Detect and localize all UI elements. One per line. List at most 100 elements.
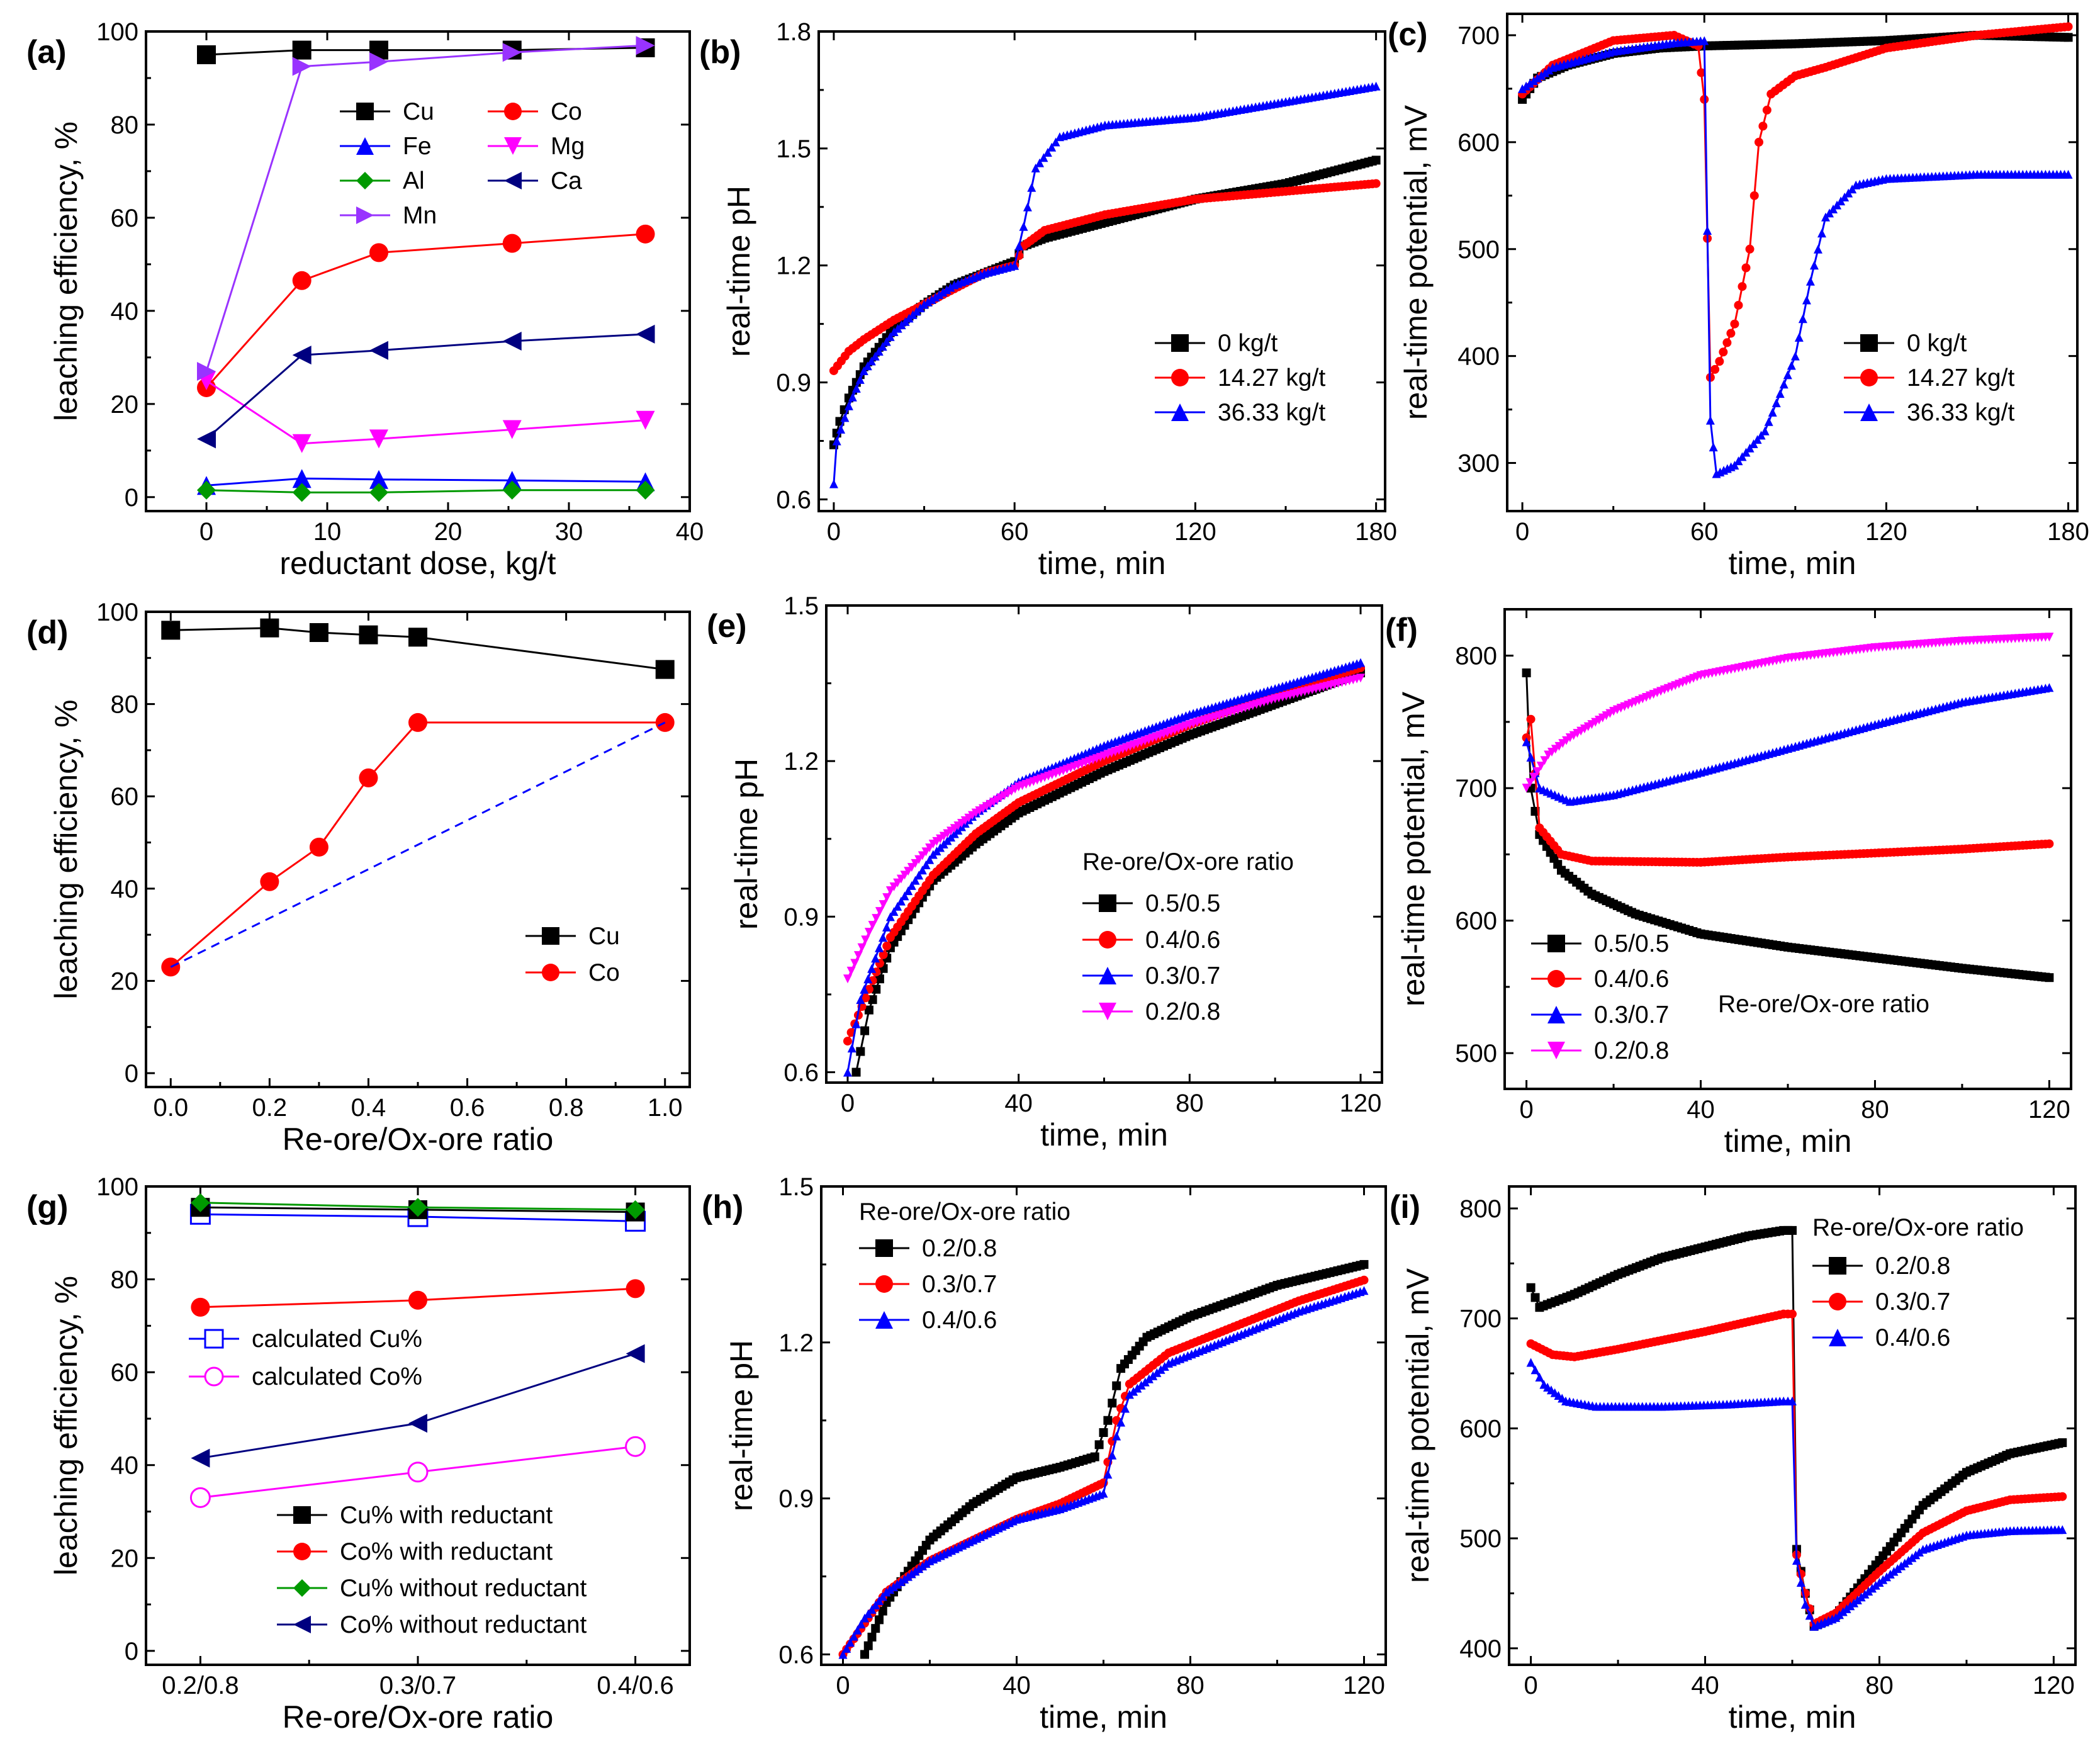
- data-point: [260, 872, 279, 891]
- data-point: [2058, 1438, 2067, 1448]
- data-point: [408, 1198, 427, 1217]
- panel-letter: (a): [26, 34, 67, 70]
- panel-g: 0.2/0.8 0.3/0.7 0.4/0.6 0 20 40 60 80 100 Re-ore/…: [26, 1173, 691, 1735]
- legend-marker: [1547, 970, 1565, 988]
- y-tick-label: 60: [111, 783, 139, 811]
- legend-marker: [356, 172, 374, 189]
- data-point: [931, 293, 940, 302]
- legend-label: Cu% without reductant: [340, 1575, 587, 1602]
- data-point: [191, 1297, 210, 1317]
- data-point: [1805, 276, 1815, 286]
- y-tick-label: 40: [111, 298, 139, 325]
- legend-label: 0.2/0.8: [1594, 1037, 1669, 1064]
- y-tick-label: 500: [1457, 236, 1500, 264]
- data-point: [636, 480, 655, 500]
- x-axis-label: Re-ore/Ox-ore ratio: [283, 1699, 554, 1735]
- data-point: [1099, 1489, 1108, 1498]
- data-point: [1741, 263, 1751, 273]
- data-point: [885, 912, 895, 921]
- data-point: [878, 342, 887, 351]
- legend-marker: [293, 1543, 311, 1560]
- legend-marker: [875, 1275, 893, 1293]
- data-point: [1160, 1361, 1169, 1371]
- x-tick-label: 60: [1690, 518, 1719, 546]
- y-axis-label: real-time potential, mV: [1396, 691, 1431, 1006]
- data-point: [872, 914, 881, 923]
- x-tick-label: 0: [1524, 1672, 1537, 1699]
- series-0-5-0-5: [1522, 668, 2054, 983]
- data-point: [1897, 1561, 1906, 1570]
- legend-marker: [1099, 894, 1116, 912]
- data-point: [1371, 155, 1381, 165]
- data-point: [260, 618, 279, 638]
- data-point: [885, 332, 895, 341]
- y-tick-label: 500: [1459, 1525, 1502, 1553]
- legend-marker: [1099, 967, 1116, 984]
- y-tick-label: 1.5: [783, 592, 819, 620]
- y-tick-label: 700: [1455, 775, 1497, 803]
- legend-marker: [1099, 1003, 1116, 1020]
- y-tick-label: 0.6: [783, 1059, 819, 1087]
- data-point: [1745, 244, 1755, 254]
- y-tick-label: 40: [111, 1452, 139, 1480]
- data-point: [1779, 380, 1788, 389]
- data-point: [851, 383, 861, 393]
- data-point: [1796, 1577, 1805, 1587]
- data-point: [1125, 1390, 1134, 1399]
- legend-title: Re-ore/Ox-ore ratio: [859, 1198, 1070, 1225]
- series-0-5-0-5: [851, 668, 1366, 1077]
- data-point: [359, 625, 378, 645]
- x-tick-label: 20: [434, 518, 463, 546]
- x-tick-label: 120: [1340, 1090, 1382, 1117]
- panel-letter: (g): [26, 1189, 68, 1225]
- data-point: [900, 891, 909, 901]
- data-point: [408, 1414, 427, 1433]
- x-axis-label: reductant dose, kg/t: [279, 546, 556, 581]
- data-point: [1726, 329, 1736, 338]
- panel-letter: (e): [707, 608, 747, 645]
- legend-marker: [1829, 1329, 1846, 1346]
- data-point: [847, 1044, 856, 1053]
- x-tick-label: 40: [1691, 1672, 1719, 1699]
- data-point: [904, 1572, 912, 1581]
- data-point: [369, 243, 388, 262]
- legend: 0 kg/t 14.27 kg/t 36.33 kg/t: [1155, 330, 1325, 426]
- data-point: [1760, 426, 1770, 436]
- data-point: [925, 855, 935, 864]
- legend-label: 0.3/0.7: [1145, 962, 1220, 989]
- legend-label: Fe: [403, 133, 432, 160]
- data-point: [1144, 1374, 1154, 1383]
- data-point: [1532, 767, 1542, 776]
- legend-marker: [293, 1579, 311, 1597]
- legend-marker: [356, 103, 374, 120]
- data-point: [863, 1641, 873, 1650]
- data-point: [2045, 839, 2054, 848]
- data-point: [1792, 1556, 1801, 1565]
- data-point: [292, 469, 312, 488]
- x-tick-label: 80: [1861, 1096, 1889, 1124]
- data-point: [1108, 1450, 1117, 1460]
- y-tick-label: 20: [111, 1545, 139, 1572]
- data-point: [1788, 1396, 1797, 1405]
- legend-marker: [1547, 935, 1565, 952]
- data-point: [938, 288, 948, 297]
- data-point: [872, 984, 881, 994]
- x-axis-label: time, min: [1729, 1699, 1856, 1735]
- data-point: [882, 893, 892, 903]
- data-point: [2058, 1492, 2067, 1501]
- data-point: [882, 337, 891, 346]
- data-point: [832, 436, 841, 446]
- series-0-4-0-6: [1526, 1358, 2067, 1631]
- data-point: [1133, 1383, 1142, 1393]
- data-point: [502, 471, 522, 490]
- data-point: [875, 1615, 884, 1625]
- data-point: [861, 935, 870, 945]
- data-point: [878, 933, 887, 942]
- data-point: [408, 628, 427, 647]
- data-point: [942, 285, 952, 295]
- data-point: [842, 1643, 851, 1653]
- legend-label: 0.3/0.7: [1875, 1288, 1950, 1315]
- y-tick-label: 0.6: [778, 1641, 814, 1669]
- x-tick-label: 180: [1355, 518, 1397, 546]
- data-point: [1697, 68, 1706, 77]
